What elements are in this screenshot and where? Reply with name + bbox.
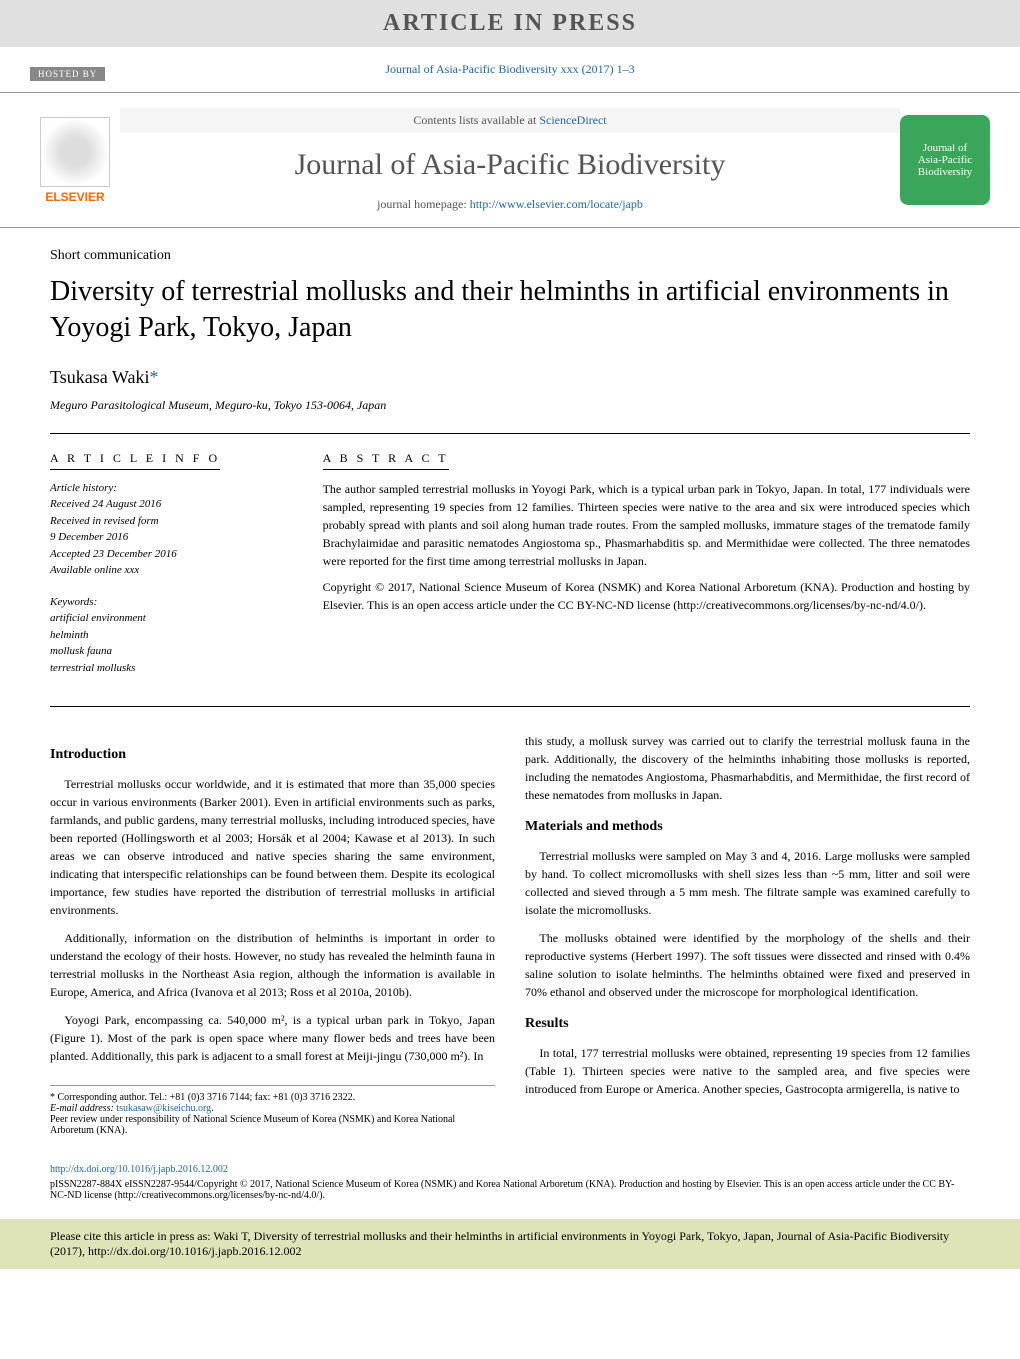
abstract-column: A B S T R A C T The author sampled terre…	[308, 434, 970, 707]
homepage-prefix: journal homepage:	[377, 197, 470, 211]
journal-title: Journal of Asia-Pacific Biodiversity	[120, 148, 900, 182]
intro-para: Yoyogi Park, encompassing ca. 540,000 m²…	[50, 1011, 495, 1065]
materials-text: Terrestrial mollusks were sampled on May…	[525, 847, 970, 1001]
abstract-para: Copyright © 2017, National Science Museu…	[323, 578, 970, 614]
results-heading: Results	[525, 1016, 970, 1032]
article-type: Short communication	[50, 248, 970, 264]
elsevier-block: HOSTED BY ELSEVIER	[30, 117, 120, 204]
article-footer: http://dx.doi.org/10.1016/j.japb.2016.12…	[0, 1156, 1020, 1209]
cover-line-2: Asia-Pacific	[905, 154, 985, 166]
article-history-block: Article history: Received 24 August 2016…	[50, 480, 293, 579]
journal-homepage-line: journal homepage: http://www.elsevier.co…	[120, 197, 900, 212]
history-line: Received in revised form	[50, 513, 293, 530]
doi-link[interactable]: http://dx.doi.org/10.1016/j.japb.2016.12…	[50, 1164, 228, 1175]
journal-header-center: Contents lists available at ScienceDirec…	[120, 108, 900, 212]
abstract-para: The author sampled terrestrial mollusks …	[323, 480, 970, 570]
sciencedirect-link[interactable]: ScienceDirect	[539, 113, 606, 127]
peer-review-note: Peer review under responsibility of Nati…	[50, 1114, 495, 1136]
article-info-column: A R T I C L E I N F O Article history: R…	[50, 434, 308, 707]
cite-text: Please cite this article in press as: Wa…	[50, 1229, 949, 1258]
abstract-text: The author sampled terrestrial mollusks …	[323, 480, 970, 614]
history-line: Received 24 August 2016	[50, 496, 293, 513]
email-line: E-mail address: tsukasaw@kiseichu.org.	[50, 1103, 495, 1114]
citation-link[interactable]: Journal of Asia-Pacific Biodiversity xxx…	[385, 62, 634, 76]
email-label: E-mail address:	[50, 1103, 116, 1114]
contents-available-line: Contents lists available at ScienceDirec…	[120, 108, 900, 133]
history-line: 9 December 2016	[50, 529, 293, 546]
elsevier-brand-text: ELSEVIER	[30, 190, 120, 204]
introduction-text: Terrestrial mollusks occur worldwide, an…	[50, 775, 495, 1065]
cover-line-3: Biodiversity	[905, 166, 985, 178]
please-cite-box: Please cite this article in press as: Wa…	[0, 1219, 1020, 1269]
article-body: Short communication Diversity of terrest…	[0, 228, 1020, 1156]
left-column: Introduction Terrestrial mollusks occur …	[50, 732, 495, 1136]
history-line: Accepted 23 December 2016	[50, 546, 293, 563]
in-press-banner: ARTICLE IN PRESS	[0, 0, 1020, 47]
two-column-body: Introduction Terrestrial mollusks occur …	[50, 732, 970, 1136]
doi-line: http://dx.doi.org/10.1016/j.japb.2016.12…	[50, 1164, 970, 1175]
intro-para: Terrestrial mollusks occur worldwide, an…	[50, 775, 495, 919]
intro-cont-para: this study, a mollusk survey was carried…	[525, 732, 970, 804]
right-column: this study, a mollusk survey was carried…	[525, 732, 970, 1136]
info-abstract-row: A R T I C L E I N F O Article history: R…	[50, 433, 970, 708]
keyword: terrestrial mollusks	[50, 660, 293, 677]
keyword: mollusk fauna	[50, 643, 293, 660]
history-line: Available online xxx	[50, 562, 293, 579]
intro-para: Additionally, information on the distrib…	[50, 929, 495, 1001]
issn-copyright-line: pISSN2287-884X eISSN2287-9544/Copyright …	[50, 1179, 970, 1201]
citation-line: Journal of Asia-Pacific Biodiversity xxx…	[0, 47, 1020, 92]
banner-text: ARTICLE IN PRESS	[383, 10, 637, 36]
email-link[interactable]: tsukasaw@kiseichu.org	[116, 1103, 211, 1114]
homepage-link[interactable]: http://www.elsevier.com/locate/japb	[470, 197, 643, 211]
cover-line-1: Journal of	[905, 142, 985, 154]
author-line: Tsukasa Waki*	[50, 367, 970, 388]
author-name: Tsukasa Waki	[50, 367, 149, 387]
journal-header: HOSTED BY ELSEVIER Contents lists availa…	[0, 92, 1020, 228]
footnote-block: * Corresponding author. Tel.: +81 (0)3 3…	[50, 1085, 495, 1136]
keyword: artificial environment	[50, 610, 293, 627]
elsevier-tree-icon	[40, 117, 110, 187]
keywords-block: Keywords: artificial environment helmint…	[50, 594, 293, 677]
abstract-heading: A B S T R A C T	[323, 451, 449, 470]
elsevier-logo: ELSEVIER	[30, 117, 120, 204]
author-affiliation: Meguro Parasitological Museum, Meguro-ku…	[50, 398, 970, 413]
materials-para: Terrestrial mollusks were sampled on May…	[525, 847, 970, 919]
corresponding-author-note: * Corresponding author. Tel.: +81 (0)3 3…	[50, 1092, 495, 1103]
article-info-heading: A R T I C L E I N F O	[50, 451, 220, 470]
intro-continuation: this study, a mollusk survey was carried…	[525, 732, 970, 804]
contents-prefix: Contents lists available at	[413, 113, 539, 127]
materials-para: The mollusks obtained were identified by…	[525, 929, 970, 1001]
introduction-heading: Introduction	[50, 747, 495, 763]
article-title: Diversity of terrestrial mollusks and th…	[50, 274, 970, 347]
journal-cover-badge: Journal of Asia-Pacific Biodiversity	[900, 115, 990, 205]
keywords-label: Keywords:	[50, 594, 293, 611]
materials-heading: Materials and methods	[525, 819, 970, 835]
results-para: In total, 177 terrestrial mollusks were …	[525, 1044, 970, 1098]
history-label: Article history:	[50, 480, 293, 497]
keyword: helminth	[50, 627, 293, 644]
hosted-by-badge: HOSTED BY	[30, 67, 105, 81]
corresponding-asterisk: *	[149, 367, 158, 387]
results-text: In total, 177 terrestrial mollusks were …	[525, 1044, 970, 1098]
